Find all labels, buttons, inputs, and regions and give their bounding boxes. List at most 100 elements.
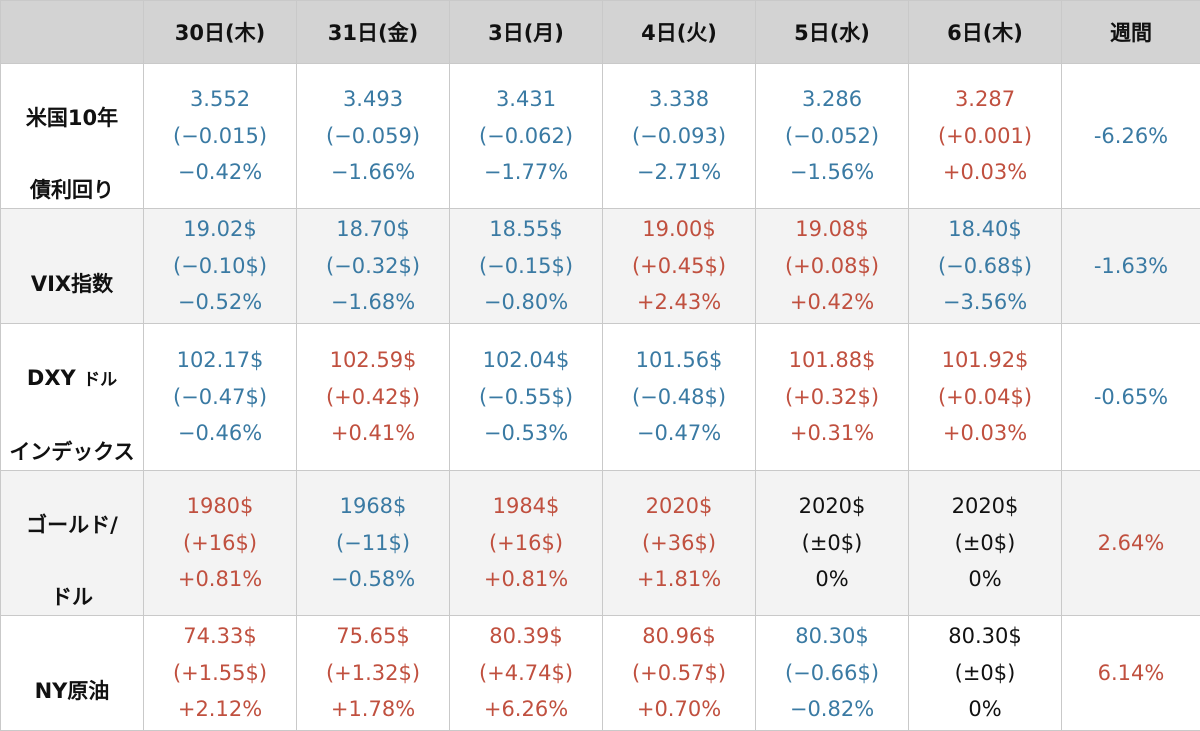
change: (±0$) xyxy=(756,525,908,562)
change: (−0.68$) xyxy=(909,248,1061,285)
value-cell: 102.04$(−0.55$)−0.53% xyxy=(450,324,603,471)
change: (+1.55$) xyxy=(144,655,296,692)
change: (−0.66$) xyxy=(756,655,908,692)
change: (+0.04$) xyxy=(909,379,1061,416)
change: (+1.32$) xyxy=(297,655,449,692)
value-cell: 18.40$(−0.68$)−3.56% xyxy=(909,209,1062,324)
price: 102.17$ xyxy=(144,342,296,379)
price: 2020$ xyxy=(909,488,1061,525)
change: (+0.001) xyxy=(909,118,1061,155)
change: (−0.093) xyxy=(603,118,755,155)
row-label-line1: VIX指数 xyxy=(31,272,113,296)
percent: +0.70% xyxy=(603,691,755,728)
price: 101.88$ xyxy=(756,342,908,379)
weekly-change: 2.64% xyxy=(1062,471,1200,616)
value-cell: 18.70$(−0.32$)−1.68% xyxy=(297,209,450,324)
price: 19.08$ xyxy=(756,211,908,248)
value-cell: 2020$(±0$)0% xyxy=(909,471,1062,616)
row-label-line1-small: ドル xyxy=(83,370,117,390)
percent: −1.66% xyxy=(297,154,449,191)
price: 101.92$ xyxy=(909,342,1061,379)
table-row: 米国10年 債利回り 3.552(−0.015)−0.42% 3.493(−0.… xyxy=(1,64,1200,209)
price: 80.30$ xyxy=(909,618,1061,655)
value-cell: 75.65$(+1.32$)+1.78% xyxy=(297,616,450,731)
price: 19.02$ xyxy=(144,211,296,248)
value-cell: 2020$(±0$)0% xyxy=(756,471,909,616)
header-row: 30日(木) 31日(金) 3日(月) 4日(火) 5日(水) 6日(木) 週間 xyxy=(1,1,1200,64)
price: 2020$ xyxy=(603,488,755,525)
price: 19.00$ xyxy=(603,211,755,248)
row-label-line1: DXY xyxy=(27,366,76,390)
price: 3.287 xyxy=(909,81,1061,118)
percent: +0.03% xyxy=(909,154,1061,191)
change: (−0.10$) xyxy=(144,248,296,285)
percent: −0.47% xyxy=(603,415,755,452)
change: (−0.32$) xyxy=(297,248,449,285)
change: (+16$) xyxy=(144,525,296,562)
percent: 0% xyxy=(909,561,1061,598)
change: (−0.15$) xyxy=(450,248,602,285)
column-header-day: 3日(月) xyxy=(450,1,603,64)
change: (+0.45$) xyxy=(603,248,755,285)
value-cell: 101.56$(−0.48$)−0.47% xyxy=(603,324,756,471)
change: (−0.062) xyxy=(450,118,602,155)
price: 3.431 xyxy=(450,81,602,118)
change: (+4.74$) xyxy=(450,655,602,692)
change: (−0.052) xyxy=(756,118,908,155)
corner-cell xyxy=(1,1,144,64)
value-cell: 80.39$(+4.74$)+6.26% xyxy=(450,616,603,731)
change: (−0.47$) xyxy=(144,379,296,416)
percent: 0% xyxy=(756,561,908,598)
percent: +0.42% xyxy=(756,284,908,321)
value-cell: 1968$(−11$)−0.58% xyxy=(297,471,450,616)
column-header-day: 30日(木) xyxy=(144,1,297,64)
row-label: VIX指数 xyxy=(1,209,144,324)
price: 18.55$ xyxy=(450,211,602,248)
change: (−0.059) xyxy=(297,118,449,155)
value-cell: 101.92$(+0.04$)+0.03% xyxy=(909,324,1062,471)
value-cell: 3.286(−0.052)−1.56% xyxy=(756,64,909,209)
percent: +0.81% xyxy=(450,561,602,598)
price: 3.493 xyxy=(297,81,449,118)
price: 80.39$ xyxy=(450,618,602,655)
table-row: DXY ドル インデックス 102.17$(−0.47$)−0.46% 102.… xyxy=(1,324,1200,471)
weekly-change: 6.14% xyxy=(1062,616,1200,731)
percent: −0.46% xyxy=(144,415,296,452)
percent: +0.03% xyxy=(909,415,1061,452)
percent: −0.53% xyxy=(450,415,602,452)
value-cell: 102.59$(+0.42$)+0.41% xyxy=(297,324,450,471)
change: (−11$) xyxy=(297,525,449,562)
weekly-change: -6.26% xyxy=(1062,64,1200,209)
price: 75.65$ xyxy=(297,618,449,655)
price: 74.33$ xyxy=(144,618,296,655)
percent: +0.41% xyxy=(297,415,449,452)
price: 2020$ xyxy=(756,488,908,525)
percent: −0.80% xyxy=(450,284,602,321)
row-label-line1: NY原油 xyxy=(35,679,110,703)
percent: 0% xyxy=(909,691,1061,728)
percent: −0.52% xyxy=(144,284,296,321)
row-label: 米国10年 債利回り xyxy=(1,64,144,209)
change: (+0.32$) xyxy=(756,379,908,416)
row-label: NY原油 xyxy=(1,616,144,731)
price: 102.04$ xyxy=(450,342,602,379)
change: (+0.08$) xyxy=(756,248,908,285)
weekly-change: -1.63% xyxy=(1062,209,1200,324)
value-cell: 18.55$(−0.15$)−0.80% xyxy=(450,209,603,324)
value-cell: 102.17$(−0.47$)−0.46% xyxy=(144,324,297,471)
price: 80.96$ xyxy=(603,618,755,655)
row-label: ゴールド/ ドル xyxy=(1,471,144,616)
value-cell: 1984$(+16$)+0.81% xyxy=(450,471,603,616)
table-row: ゴールド/ ドル 1980$(+16$)+0.81% 1968$(−11$)−0… xyxy=(1,471,1200,616)
value-cell: 19.02$(−0.10$)−0.52% xyxy=(144,209,297,324)
row-label: DXY ドル インデックス xyxy=(1,324,144,471)
price: 3.286 xyxy=(756,81,908,118)
value-cell: 3.552(−0.015)−0.42% xyxy=(144,64,297,209)
value-cell: 3.431(−0.062)−1.77% xyxy=(450,64,603,209)
price: 1984$ xyxy=(450,488,602,525)
table-body: 米国10年 債利回り 3.552(−0.015)−0.42% 3.493(−0.… xyxy=(1,64,1200,731)
price: 80.30$ xyxy=(756,618,908,655)
change: (−0.55$) xyxy=(450,379,602,416)
price: 1968$ xyxy=(297,488,449,525)
